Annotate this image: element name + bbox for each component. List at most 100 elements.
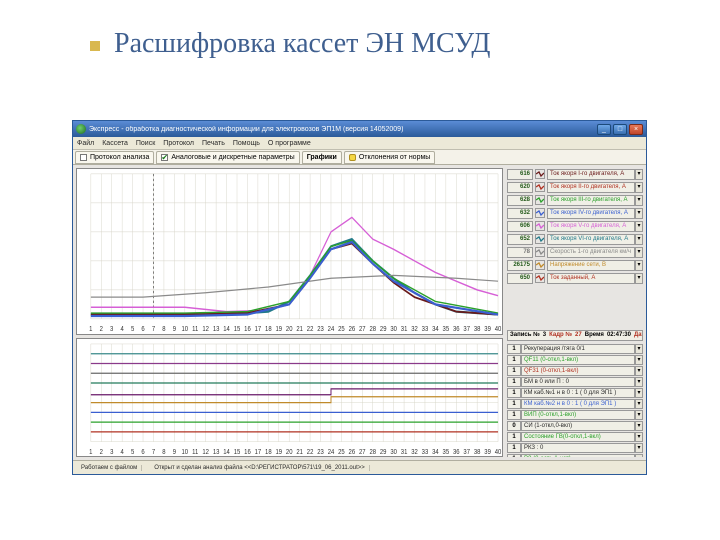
legend-value: 620 xyxy=(507,182,533,193)
menu-cassette[interactable]: Кассета xyxy=(102,140,128,147)
legend-swatch xyxy=(535,247,545,257)
dropdown-icon[interactable]: ▾ xyxy=(635,260,643,271)
svg-text:14: 14 xyxy=(223,326,230,334)
svg-text:10: 10 xyxy=(182,448,189,456)
svg-text:33: 33 xyxy=(422,448,429,456)
title-bullet xyxy=(90,41,100,51)
legend-label: Ток якоря III-го двигателя, А xyxy=(547,195,635,206)
legend-row: 650Ток заданный, А▾ xyxy=(507,272,643,284)
svg-text:39: 39 xyxy=(484,448,491,456)
legend-swatch xyxy=(535,260,545,270)
svg-text:11: 11 xyxy=(192,326,198,334)
warning-icon xyxy=(349,154,356,161)
analog-chart[interactable]: 1234567891011121314151617181920212223242… xyxy=(76,168,503,335)
tab-deviations[interactable]: Отклонения от нормы xyxy=(344,151,436,164)
dropdown-icon[interactable]: ▾ xyxy=(635,247,643,258)
statusbar-left: Работаем с файлом xyxy=(77,465,142,471)
svg-text:1: 1 xyxy=(89,448,93,456)
svg-text:20: 20 xyxy=(286,448,293,456)
status-label: QF31 (0-откл,1-вкл) xyxy=(521,366,635,376)
svg-text:37: 37 xyxy=(463,326,470,334)
svg-text:29: 29 xyxy=(380,326,387,334)
dropdown-icon[interactable]: ▾ xyxy=(635,182,643,193)
dropdown-icon[interactable]: ▾ xyxy=(635,454,643,457)
legend-swatch xyxy=(535,169,545,179)
svg-text:29: 29 xyxy=(380,448,387,456)
svg-text:32: 32 xyxy=(411,326,418,334)
dropdown-icon[interactable]: ▾ xyxy=(635,344,643,354)
svg-text:27: 27 xyxy=(359,448,366,456)
status-label: КМ каб.№2 н в 0 : 1 ( 0 для ЭП1 ) xyxy=(521,399,635,409)
legend-value: 650 xyxy=(507,273,533,284)
svg-text:37: 37 xyxy=(463,448,470,456)
tab-graphs[interactable]: Графики xyxy=(302,151,342,164)
statusbar: Работаем с файлом Открыт и сделан анализ… xyxy=(73,460,646,474)
tabbar: Протокол анализа Аналоговые и дискретные… xyxy=(73,150,646,165)
menu-help[interactable]: Помощь xyxy=(233,140,260,147)
menu-print[interactable]: Печать xyxy=(202,140,225,147)
status-value: 1 xyxy=(507,432,521,442)
svg-text:20: 20 xyxy=(286,326,293,334)
window-title: Экспресс - обработка диагностической инф… xyxy=(89,126,597,133)
status-label: Состояние ГВ(0-откл,1-вкл) xyxy=(521,432,635,442)
dropdown-icon[interactable]: ▾ xyxy=(635,169,643,180)
dropdown-icon[interactable]: ▾ xyxy=(635,443,643,453)
dropdown-icon[interactable]: ▾ xyxy=(635,377,643,387)
menu-search[interactable]: Поиск xyxy=(136,140,155,147)
checkbox-icon[interactable] xyxy=(161,154,168,161)
minimize-button[interactable]: _ xyxy=(597,124,611,135)
checkbox-icon[interactable] xyxy=(80,154,87,161)
status-row: 1QF11 (0-откл,1-вкл)▾ xyxy=(507,355,643,365)
dropdown-icon[interactable]: ▾ xyxy=(635,273,643,284)
svg-text:12: 12 xyxy=(202,326,209,334)
record-label: Запись № xyxy=(510,332,540,338)
discrete-chart[interactable]: 1234567891011121314151617181920212223242… xyxy=(76,338,503,458)
status-value: 1 xyxy=(507,377,521,387)
dropdown-icon[interactable]: ▾ xyxy=(635,432,643,442)
svg-text:26: 26 xyxy=(349,448,356,456)
status-value: 0 xyxy=(507,421,521,431)
menu-about[interactable]: О программе xyxy=(268,140,311,147)
dropdown-icon[interactable]: ▾ xyxy=(635,355,643,365)
svg-text:14: 14 xyxy=(223,448,230,456)
tab-analog-discrete[interactable]: Аналоговые и дискретные параметры xyxy=(156,151,299,164)
maximize-button[interactable]: □ xyxy=(613,124,627,135)
svg-text:6: 6 xyxy=(141,448,145,456)
svg-text:23: 23 xyxy=(317,448,324,456)
dropdown-icon[interactable]: ▾ xyxy=(635,366,643,376)
close-button[interactable]: × xyxy=(629,124,643,135)
dropdown-icon[interactable]: ▾ xyxy=(635,421,643,431)
status-label: БМ в 0 или П : 0 xyxy=(521,377,635,387)
dropdown-icon[interactable]: ▾ xyxy=(635,410,643,420)
legend-swatch xyxy=(535,182,545,192)
svg-text:13: 13 xyxy=(213,326,220,334)
legend-label: Ток якоря VI-го двигателя, А xyxy=(547,234,635,245)
dropdown-icon[interactable]: ▾ xyxy=(635,195,643,206)
titlebar[interactable]: Экспресс - обработка диагностической инф… xyxy=(73,121,646,137)
dropdown-icon[interactable]: ▾ xyxy=(635,208,643,219)
legend-value: 78 xyxy=(507,247,533,258)
dropdown-icon[interactable]: ▾ xyxy=(635,234,643,245)
svg-text:34: 34 xyxy=(432,448,439,456)
menu-protocol[interactable]: Протокол xyxy=(163,140,194,147)
menu-file[interactable]: Файл xyxy=(77,140,94,147)
svg-text:40: 40 xyxy=(495,326,502,334)
legend-value: 606 xyxy=(507,221,533,232)
svg-text:38: 38 xyxy=(474,448,481,456)
legend-row: 616Ток якоря I-го двигателя, А▾ xyxy=(507,168,643,180)
tab-protocol[interactable]: Протокол анализа xyxy=(75,151,154,164)
svg-text:33: 33 xyxy=(422,326,429,334)
status-label: КМ каб.№1 н в 0 : 1 ( 0 для ЭП1 ) xyxy=(521,388,635,398)
dropdown-icon[interactable]: ▾ xyxy=(635,388,643,398)
svg-text:27: 27 xyxy=(359,326,366,334)
content-area: 1234567891011121314151617181920212223242… xyxy=(73,165,646,460)
tab-label: Аналоговые и дискретные параметры xyxy=(171,154,294,161)
channel-legend: 616Ток якоря I-го двигателя, А▾ 620 Ток як… xyxy=(507,168,643,327)
status-label: СИ (1-откл,0-вкл) xyxy=(521,421,635,431)
status-row: 0СИ (1-откл,0-вкл)▾ xyxy=(507,421,643,431)
legend-swatch xyxy=(535,234,545,244)
legend-value: 652 xyxy=(507,234,533,245)
dropdown-icon[interactable]: ▾ xyxy=(635,399,643,409)
legend-value: 628 xyxy=(507,195,533,206)
dropdown-icon[interactable]: ▾ xyxy=(635,221,643,232)
